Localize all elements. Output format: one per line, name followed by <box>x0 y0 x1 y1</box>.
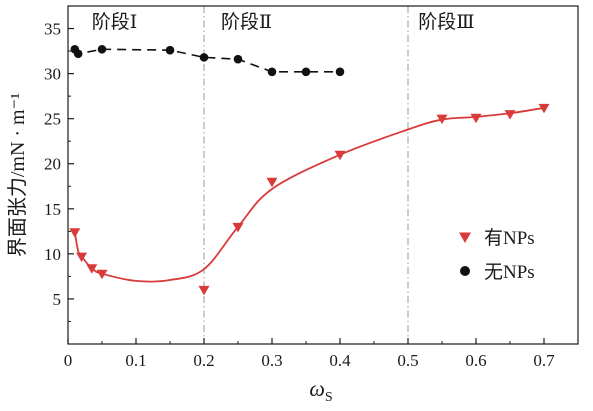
stage-label: 阶段Ⅲ <box>418 11 474 33</box>
data-point-triangle <box>96 269 108 280</box>
series-markers <box>69 44 550 296</box>
data-point-circle <box>165 45 175 55</box>
series-line-1 <box>74 48 340 73</box>
legend-label: 无NPs <box>484 262 535 283</box>
data-point-triangle <box>334 150 346 161</box>
y-tick-label: 30 <box>44 65 61 84</box>
legend-marker-triangle <box>459 232 471 243</box>
y-axis-label: 界面张力/mN · m⁻¹ <box>6 93 29 257</box>
y-tick-label: 35 <box>44 20 61 39</box>
data-point-triangle <box>436 114 448 125</box>
data-point-triangle <box>69 228 81 238</box>
x-tick-label: 0.2 <box>193 351 214 370</box>
data-point-triangle <box>266 177 278 188</box>
data-point-triangle <box>86 264 98 274</box>
x-axis-label: ωS <box>309 376 332 405</box>
y-tick-label: 20 <box>44 155 61 174</box>
data-point-circle <box>233 54 243 64</box>
legend-marker-circle <box>460 266 470 276</box>
legend: 有NPs 无NPs <box>459 227 535 283</box>
data-point-triangle <box>76 252 88 263</box>
x-tick-label: 0.6 <box>465 351 486 370</box>
y-tick-label: 5 <box>53 290 62 309</box>
plot-frame <box>67 5 579 345</box>
stage-label: 阶段Ⅱ <box>221 11 272 33</box>
y-tick-label: 15 <box>44 200 61 219</box>
stage-labels: 阶段Ⅰ 阶段Ⅱ 阶段Ⅲ <box>92 11 475 33</box>
y-tick-label: 25 <box>44 110 61 129</box>
data-point-triangle <box>538 103 550 114</box>
x-tick-label: 0 <box>64 351 73 370</box>
x-tick-label: 0.4 <box>329 351 351 370</box>
x-axis-label-main: ω <box>309 376 325 401</box>
x-tick-label: 0.1 <box>125 351 146 370</box>
data-point-circle <box>73 49 83 59</box>
x-axis-label-sub: S <box>325 390 333 405</box>
x-tick-label: 0.3 <box>261 351 282 370</box>
x-tick-label: 0.7 <box>533 351 555 370</box>
data-point-triangle <box>504 110 516 120</box>
data-point-triangle <box>470 113 482 124</box>
data-point-circle <box>335 67 345 77</box>
data-point-circle <box>199 53 209 62</box>
data-point-circle <box>97 44 107 54</box>
data-point-triangle <box>198 285 210 296</box>
legend-label: 有NPs <box>484 227 535 249</box>
series-line-0 <box>73 106 545 283</box>
y-axis: 5 10 15 20 25 30 35 <box>44 20 74 322</box>
data-point-circle <box>301 67 311 77</box>
x-tick-label: 0.5 <box>397 351 418 370</box>
x-axis: 0 0.1 0.2 0.3 0.4 0.5 0.6 0.7 <box>64 338 579 370</box>
data-point-circle <box>267 67 277 77</box>
stage-label: 阶段Ⅰ <box>92 11 138 33</box>
data-point-triangle <box>232 222 244 233</box>
y-tick-label: 10 <box>44 245 61 264</box>
series-curves <box>73 48 545 283</box>
